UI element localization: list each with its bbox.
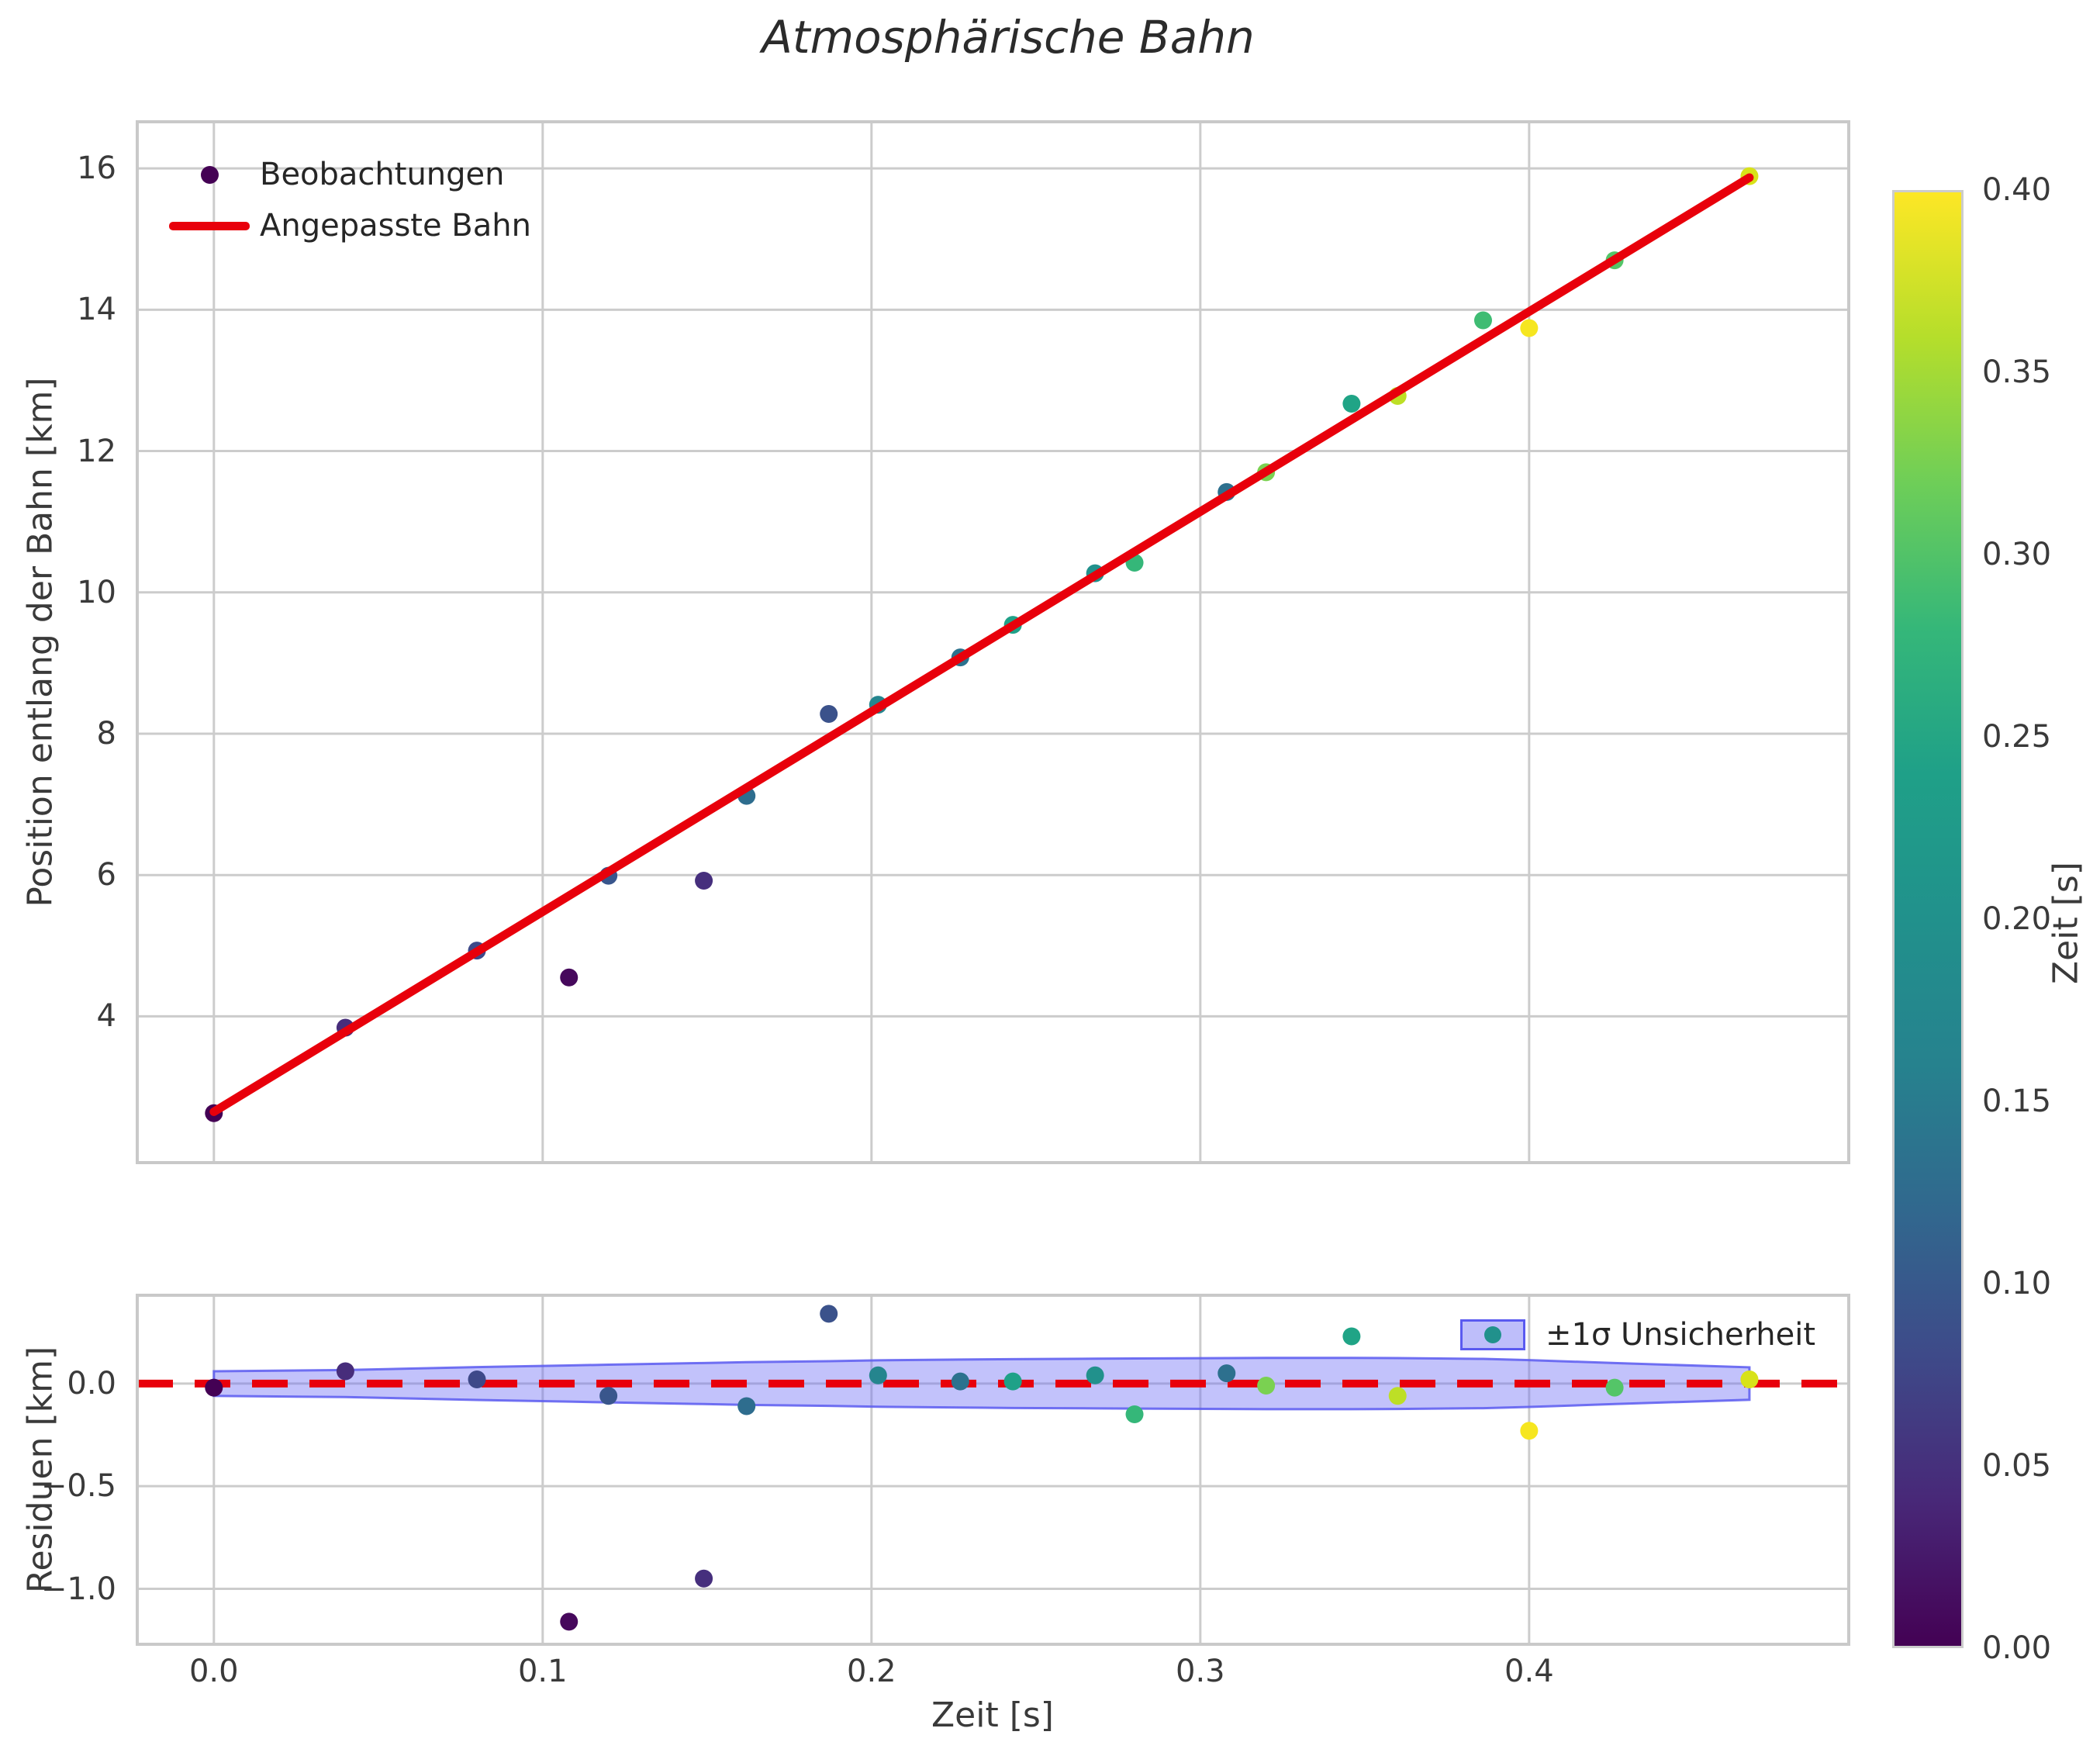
colorbar	[1892, 190, 1964, 1648]
legend-row-fit: Angepasste Bahn	[159, 200, 531, 251]
residual-point	[951, 1372, 969, 1391]
residual-point	[1520, 1422, 1539, 1440]
residual-point	[695, 1569, 713, 1588]
colorbar-tick-label: 0.30	[1982, 537, 2052, 572]
colorbar-tick-label: 0.35	[1982, 354, 2052, 390]
colorbar-tick-label: 0.15	[1982, 1084, 2052, 1119]
colorbar-tick-label: 0.20	[1982, 901, 2052, 937]
residual-point	[336, 1362, 354, 1381]
colorbar-label: Zeit [s]	[2046, 862, 2086, 984]
data-point	[1473, 311, 1492, 330]
y-tick-label: 10	[77, 574, 116, 610]
residual-point	[737, 1397, 756, 1415]
residual-point	[1740, 1370, 1759, 1389]
residual-point	[560, 1612, 579, 1631]
axes-frame	[136, 1294, 1850, 1646]
top-legend: Beobachtungen Angepasste Bahn	[159, 149, 531, 251]
fit-line	[209, 173, 1754, 1116]
fit-line-icon	[169, 221, 250, 230]
legend-row-observations: Beobachtungen	[159, 149, 531, 200]
x-tick-label: 0.2	[847, 1654, 896, 1689]
x-axis-label: Zeit [s]	[931, 1695, 1054, 1735]
y-tick-label: 4	[96, 998, 116, 1035]
legend-label-uncertainty: ±1σ Unsicherheit	[1546, 1317, 1816, 1353]
residual-point	[599, 1387, 618, 1405]
axes-frame	[136, 120, 1850, 1164]
residual-point	[1086, 1366, 1104, 1384]
y-tick-label: 8	[96, 715, 116, 752]
data-point	[1342, 395, 1361, 413]
x-tick-label: 0.3	[1176, 1654, 1225, 1689]
data-point	[695, 871, 713, 890]
y-tick-label: 16	[77, 150, 116, 187]
x-tick-label: 0.4	[1504, 1654, 1554, 1689]
colorbar-tick-label: 0.25	[1982, 719, 2052, 755]
residual-legend: ±1σ Unsicherheit	[1460, 1317, 1815, 1353]
x-tick-label: 0.0	[188, 1654, 239, 1689]
colorbar-tick-label: 0.00	[1982, 1630, 2052, 1666]
residual-point	[1125, 1405, 1144, 1424]
chart-title: Atmosphärische Bahn	[762, 11, 1255, 64]
legend-label-observations: Beobachtungen	[260, 157, 505, 192]
uncertainty-band-swatch-icon	[1460, 1319, 1525, 1350]
residual-point	[468, 1370, 486, 1389]
legend-label-fit: Angepasste Bahn	[260, 208, 531, 244]
y-tick-label: 14	[77, 292, 116, 328]
colorbar-tick-label: 0.40	[1982, 172, 2052, 208]
x-tick-label: 0.1	[517, 1654, 568, 1689]
residual-point	[820, 1305, 838, 1323]
residual-point	[205, 1378, 223, 1397]
y-tick-label: 6	[96, 857, 116, 893]
residual-point	[1388, 1387, 1407, 1405]
fit-marker-cell	[159, 221, 260, 230]
data-point	[820, 704, 838, 723]
uncertainty-dot-icon	[1484, 1326, 1501, 1343]
residual-point	[1342, 1327, 1361, 1346]
y-tick-label: 0.0	[67, 1365, 116, 1402]
residual-point	[1257, 1376, 1276, 1395]
y-tick-label: −0.5	[40, 1468, 116, 1505]
data-point	[1520, 319, 1539, 337]
residual-point	[1003, 1372, 1022, 1391]
residual-point	[1605, 1378, 1624, 1397]
data-point	[560, 968, 579, 987]
y-tick-label: −1.0	[40, 1571, 116, 1607]
colorbar-tick-label: 0.05	[1982, 1448, 2052, 1484]
y-tick-label: 12	[77, 433, 116, 469]
observations-dot-icon	[200, 165, 219, 184]
residual-point	[1218, 1364, 1236, 1383]
colorbar-tick-label: 0.10	[1982, 1266, 2052, 1301]
residual-point	[869, 1366, 887, 1384]
observations-marker-cell	[159, 165, 260, 184]
